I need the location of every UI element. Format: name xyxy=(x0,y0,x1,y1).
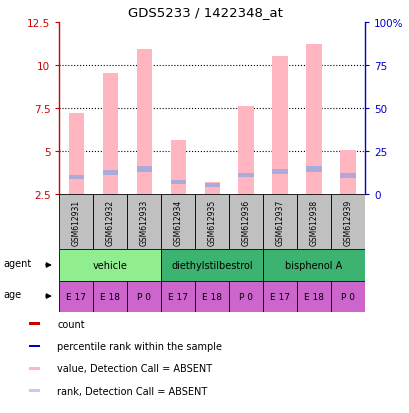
Bar xyxy=(103,170,118,175)
Text: GSM612931: GSM612931 xyxy=(72,199,81,245)
Text: count: count xyxy=(57,319,85,329)
Text: GSM612935: GSM612935 xyxy=(207,199,216,245)
Bar xyxy=(161,194,195,250)
Bar xyxy=(161,250,263,281)
Bar xyxy=(69,114,84,194)
Bar xyxy=(127,281,161,312)
Text: value, Detection Call = ABSENT: value, Detection Call = ABSENT xyxy=(57,363,212,373)
Bar xyxy=(195,194,229,250)
Text: agent: agent xyxy=(3,259,31,269)
Bar xyxy=(161,281,195,312)
Text: rank, Detection Call = ABSENT: rank, Detection Call = ABSENT xyxy=(57,386,207,396)
Bar xyxy=(195,281,229,312)
Text: P 0: P 0 xyxy=(137,292,151,301)
Text: bisphenol A: bisphenol A xyxy=(285,260,342,271)
Text: GSM612934: GSM612934 xyxy=(173,199,182,245)
Bar xyxy=(59,281,93,312)
Bar xyxy=(263,281,296,312)
Bar xyxy=(330,281,364,312)
Text: age: age xyxy=(3,290,21,300)
Bar xyxy=(296,281,330,312)
Text: GSM612932: GSM612932 xyxy=(106,199,115,245)
Text: P 0: P 0 xyxy=(340,292,354,301)
Bar xyxy=(93,194,127,250)
Bar xyxy=(136,50,152,194)
Text: P 0: P 0 xyxy=(238,292,252,301)
Bar xyxy=(272,169,287,174)
Bar xyxy=(170,180,185,185)
Bar xyxy=(170,141,185,194)
Bar xyxy=(59,250,161,281)
Bar xyxy=(136,167,152,173)
Bar xyxy=(229,281,263,312)
Bar xyxy=(330,194,364,250)
Text: E 18: E 18 xyxy=(202,292,222,301)
Bar xyxy=(339,150,355,194)
Text: GSM612938: GSM612938 xyxy=(309,199,318,245)
Text: percentile rank within the sample: percentile rank within the sample xyxy=(57,341,222,351)
Bar xyxy=(296,194,330,250)
Bar xyxy=(306,45,321,194)
Bar xyxy=(204,184,219,187)
Text: E 18: E 18 xyxy=(303,292,323,301)
Bar xyxy=(238,107,253,194)
Bar xyxy=(103,74,118,194)
Text: GSM612936: GSM612936 xyxy=(241,199,250,245)
Bar xyxy=(272,57,287,194)
Text: GSM612933: GSM612933 xyxy=(139,199,148,245)
Bar xyxy=(204,182,219,194)
Bar xyxy=(29,367,40,370)
Bar xyxy=(93,281,127,312)
Bar xyxy=(306,167,321,173)
Text: E 17: E 17 xyxy=(66,292,86,301)
Bar xyxy=(29,345,40,348)
Bar xyxy=(29,389,40,392)
Bar xyxy=(229,194,263,250)
Bar xyxy=(263,250,364,281)
Text: E 17: E 17 xyxy=(168,292,188,301)
Text: GSM612939: GSM612939 xyxy=(343,199,352,245)
Text: vehicle: vehicle xyxy=(93,260,128,271)
Bar xyxy=(29,323,40,325)
Text: E 18: E 18 xyxy=(100,292,120,301)
Bar xyxy=(127,194,161,250)
Bar xyxy=(263,194,296,250)
Text: GDS5233 / 1422348_at: GDS5233 / 1422348_at xyxy=(127,6,282,19)
Bar xyxy=(238,173,253,178)
Bar xyxy=(59,194,93,250)
Bar xyxy=(339,173,355,179)
Text: E 17: E 17 xyxy=(270,292,289,301)
Bar xyxy=(69,175,84,180)
Text: GSM612937: GSM612937 xyxy=(275,199,284,245)
Text: diethylstilbestrol: diethylstilbestrol xyxy=(171,260,252,271)
